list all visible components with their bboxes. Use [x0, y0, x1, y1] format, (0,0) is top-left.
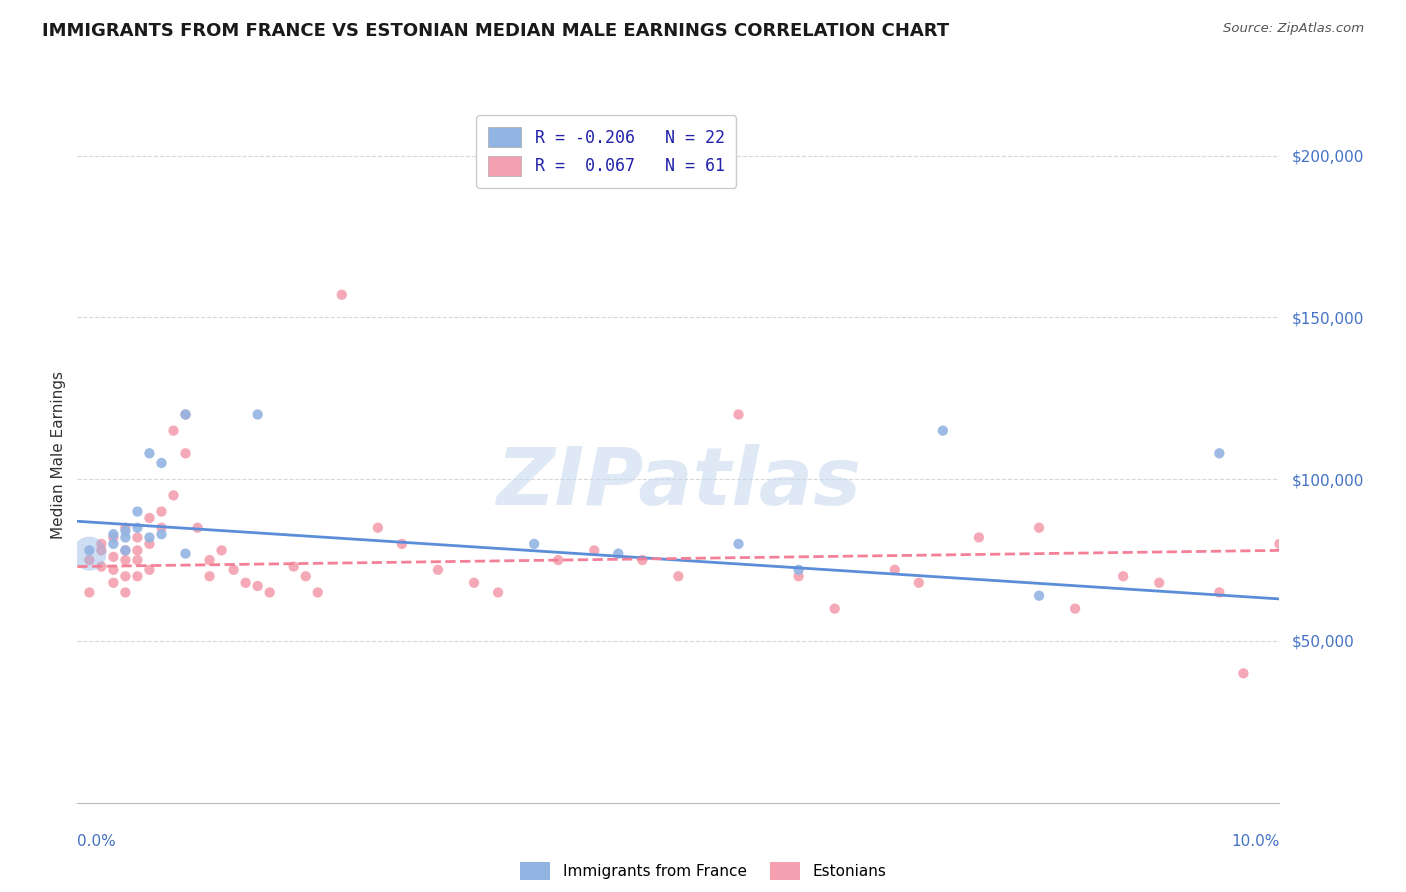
Point	[668, 569, 690, 583]
Point	[427, 563, 450, 577]
Point	[211, 543, 233, 558]
Point	[127, 553, 149, 567]
Point	[883, 563, 905, 577]
Point	[150, 527, 173, 541]
Point	[114, 585, 136, 599]
Point	[79, 543, 101, 558]
Point	[547, 553, 569, 567]
Point	[1149, 575, 1171, 590]
Point	[114, 543, 136, 558]
Point	[90, 543, 112, 558]
Point	[114, 524, 136, 538]
Point	[174, 408, 197, 422]
Point	[967, 531, 990, 545]
Point	[114, 543, 136, 558]
Point	[103, 531, 125, 545]
Point	[727, 408, 749, 422]
Legend: Immigrants from France, Estonians: Immigrants from France, Estonians	[520, 863, 886, 880]
Point	[79, 585, 101, 599]
Point	[283, 559, 305, 574]
Text: ZIPatlas: ZIPatlas	[496, 443, 860, 522]
Legend: R = -0.206   N = 22, R =  0.067   N = 61: R = -0.206 N = 22, R = 0.067 N = 61	[477, 115, 737, 187]
Point	[127, 531, 149, 545]
Point	[1028, 521, 1050, 535]
Point	[186, 521, 209, 535]
Point	[103, 575, 125, 590]
Point	[787, 569, 810, 583]
Point	[127, 521, 149, 535]
Point	[391, 537, 413, 551]
Point	[330, 287, 353, 301]
Point	[607, 547, 630, 561]
Point	[150, 456, 173, 470]
Point	[246, 408, 269, 422]
Point	[246, 579, 269, 593]
Point	[162, 488, 184, 502]
Point	[162, 424, 184, 438]
Point	[103, 537, 125, 551]
Point	[127, 504, 149, 518]
Point	[114, 569, 136, 583]
Point	[307, 585, 329, 599]
Point	[174, 547, 197, 561]
Point	[90, 559, 112, 574]
Point	[1232, 666, 1254, 681]
Point	[174, 408, 197, 422]
Point	[908, 575, 931, 590]
Text: 0.0%: 0.0%	[77, 834, 117, 849]
Point	[631, 553, 654, 567]
Point	[463, 575, 485, 590]
Point	[103, 549, 125, 564]
Point	[103, 527, 125, 541]
Point	[787, 563, 810, 577]
Point	[1208, 585, 1230, 599]
Point	[127, 543, 149, 558]
Point	[150, 504, 173, 518]
Point	[235, 575, 257, 590]
Point	[583, 543, 606, 558]
Y-axis label: Median Male Earnings: Median Male Earnings	[51, 371, 66, 539]
Point	[138, 446, 160, 460]
Point	[114, 521, 136, 535]
Point	[79, 553, 101, 567]
Point	[824, 601, 846, 615]
Point	[138, 563, 160, 577]
Point	[138, 511, 160, 525]
Point	[367, 521, 389, 535]
Point	[150, 521, 173, 535]
Point	[222, 563, 245, 577]
Point	[198, 569, 221, 583]
Point	[114, 531, 136, 545]
Point	[294, 569, 316, 583]
Text: Source: ZipAtlas.com: Source: ZipAtlas.com	[1223, 22, 1364, 36]
Point	[1208, 446, 1230, 460]
Point	[486, 585, 509, 599]
Point	[1028, 589, 1050, 603]
Point	[523, 537, 546, 551]
Point	[932, 424, 955, 438]
Point	[1112, 569, 1135, 583]
Point	[138, 537, 160, 551]
Point	[1064, 601, 1087, 615]
Point	[727, 537, 749, 551]
Text: 10.0%: 10.0%	[1232, 834, 1279, 849]
Point	[138, 531, 160, 545]
Point	[114, 553, 136, 567]
Point	[198, 553, 221, 567]
Point	[174, 446, 197, 460]
Point	[127, 569, 149, 583]
Text: IMMIGRANTS FROM FRANCE VS ESTONIAN MEDIAN MALE EARNINGS CORRELATION CHART: IMMIGRANTS FROM FRANCE VS ESTONIAN MEDIA…	[42, 22, 949, 40]
Point	[259, 585, 281, 599]
Point	[103, 563, 125, 577]
Point	[90, 537, 112, 551]
Point	[1268, 537, 1291, 551]
Point	[79, 547, 101, 561]
